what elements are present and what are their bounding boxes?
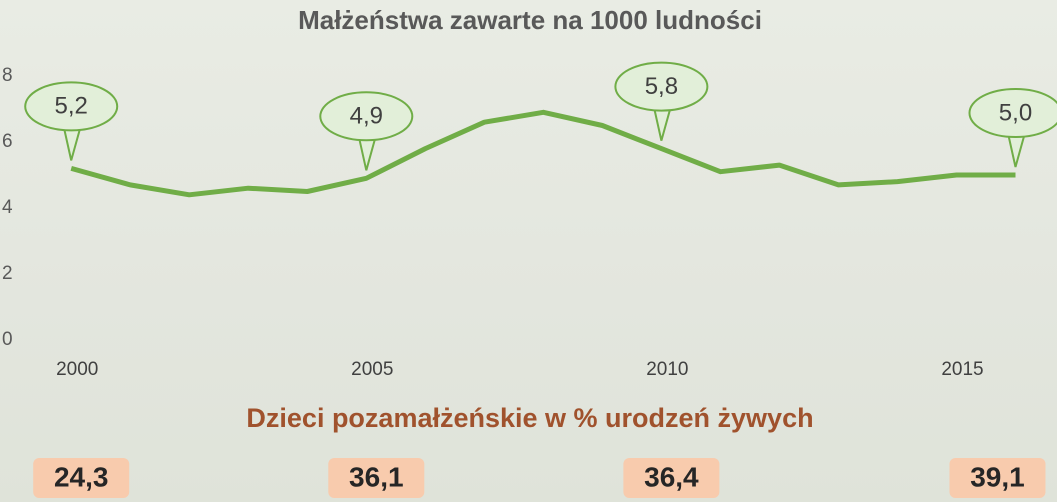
x-tick-label: 2005	[351, 359, 393, 380]
subtitle: Dzieci pozamałżeńskie w % urodzeń żywych	[246, 403, 813, 433]
data-label: 4,9	[350, 103, 383, 130]
x-tick-label: 2000	[56, 359, 98, 380]
y-tick-label: 6	[2, 131, 13, 152]
data-label: 5,2	[55, 93, 88, 120]
callout-patch	[1008, 127, 1023, 135]
y-tick-label: 8	[2, 65, 13, 86]
y-tick-label: 4	[2, 197, 13, 218]
y-tick-label: 2	[2, 263, 13, 284]
callout-patch	[64, 120, 79, 128]
value-label: 36,1	[349, 461, 404, 492]
data-label: 5,8	[645, 73, 678, 100]
value-label: 39,1	[970, 461, 1025, 492]
line	[71, 112, 1015, 195]
callout-patch	[359, 130, 374, 138]
value-label: 24,3	[54, 461, 109, 492]
value-label: 36,4	[644, 461, 699, 492]
x-tick-label: 2015	[941, 359, 983, 380]
page: Małżeństwa zawarte na 1000 ludności Dzie…	[0, 0, 1057, 502]
chart-title: Małżeństwa zawarte na 1000 ludności	[298, 5, 762, 35]
y-tick-label: 0	[2, 329, 13, 350]
data-label: 5,0	[999, 99, 1032, 126]
callout-patch	[654, 101, 669, 109]
x-tick-label: 2010	[646, 359, 688, 380]
chart: Małżeństwa zawarte na 1000 ludności Dzie…	[0, 0, 1057, 502]
